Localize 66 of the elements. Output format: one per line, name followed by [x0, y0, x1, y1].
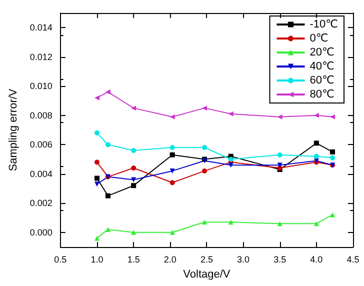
- point: [170, 180, 175, 186]
- point: [277, 162, 282, 168]
- point: [228, 220, 234, 225]
- point: [170, 114, 175, 120]
- point: [277, 114, 282, 120]
- x-tick-label: 2.0: [164, 254, 176, 264]
- point: [105, 226, 110, 232]
- point: [202, 145, 208, 150]
- point: [330, 114, 336, 120]
- point: [228, 156, 234, 162]
- point: [94, 182, 100, 187]
- point: [131, 166, 136, 171]
- point: [94, 160, 100, 165]
- x-tick-label: 3.0: [237, 254, 250, 264]
- point: [105, 89, 110, 94]
- point: [131, 183, 136, 188]
- legend-label: 0℃: [310, 32, 328, 44]
- point: [170, 230, 175, 235]
- y-tick-label: 0.012: [30, 52, 52, 62]
- point: [330, 149, 336, 154]
- point: [202, 220, 208, 225]
- y-tick-label: 0.008: [30, 110, 52, 120]
- y-tick-label: 0.004: [30, 168, 52, 179]
- point: [314, 140, 319, 146]
- point: [202, 168, 208, 174]
- point: [131, 106, 136, 111]
- x-tick-label: 1.5: [127, 254, 140, 264]
- y-tick-label: 0.010: [30, 81, 52, 92]
- x-tick-label: 3.5: [274, 254, 286, 264]
- point: [94, 176, 100, 181]
- point: [202, 106, 208, 111]
- x-tick-label: 4.5: [346, 254, 360, 264]
- y-tick-label: 0.002: [30, 198, 52, 208]
- point: [94, 236, 100, 241]
- x-tick-label: 1.0: [90, 254, 104, 264]
- point: [94, 130, 100, 136]
- point: [228, 162, 234, 168]
- point: [277, 221, 282, 226]
- point: [170, 168, 175, 174]
- point: [330, 212, 336, 218]
- point: [131, 230, 136, 235]
- x-tick-label: 0.5: [54, 254, 67, 264]
- legend-label: 60℃: [310, 74, 334, 86]
- legend-label: 40℃: [310, 60, 334, 72]
- point: [105, 142, 110, 148]
- point: [314, 221, 319, 226]
- x-tick-label: 4.0: [310, 254, 323, 264]
- point: [105, 193, 110, 198]
- y-tick-label: 0.006: [30, 140, 52, 150]
- point: [170, 152, 175, 158]
- y-tick-label: 0.014: [30, 22, 52, 33]
- point: [314, 154, 319, 159]
- point: [170, 145, 175, 150]
- point: [277, 152, 282, 158]
- point: [94, 95, 100, 100]
- legend-label: 20℃: [310, 46, 334, 58]
- x-axis-title: Voltage/V: [183, 268, 231, 280]
- point: [131, 177, 136, 182]
- x-tick-label: 2.5: [200, 254, 213, 264]
- point: [330, 155, 336, 160]
- point: [228, 111, 234, 116]
- legend-label: -10℃: [310, 18, 338, 30]
- y-tick-label: 0.000: [30, 227, 52, 238]
- legend-label: 80℃: [310, 88, 334, 100]
- point: [131, 148, 136, 153]
- y-axis-title: Sampling error/V: [8, 88, 20, 172]
